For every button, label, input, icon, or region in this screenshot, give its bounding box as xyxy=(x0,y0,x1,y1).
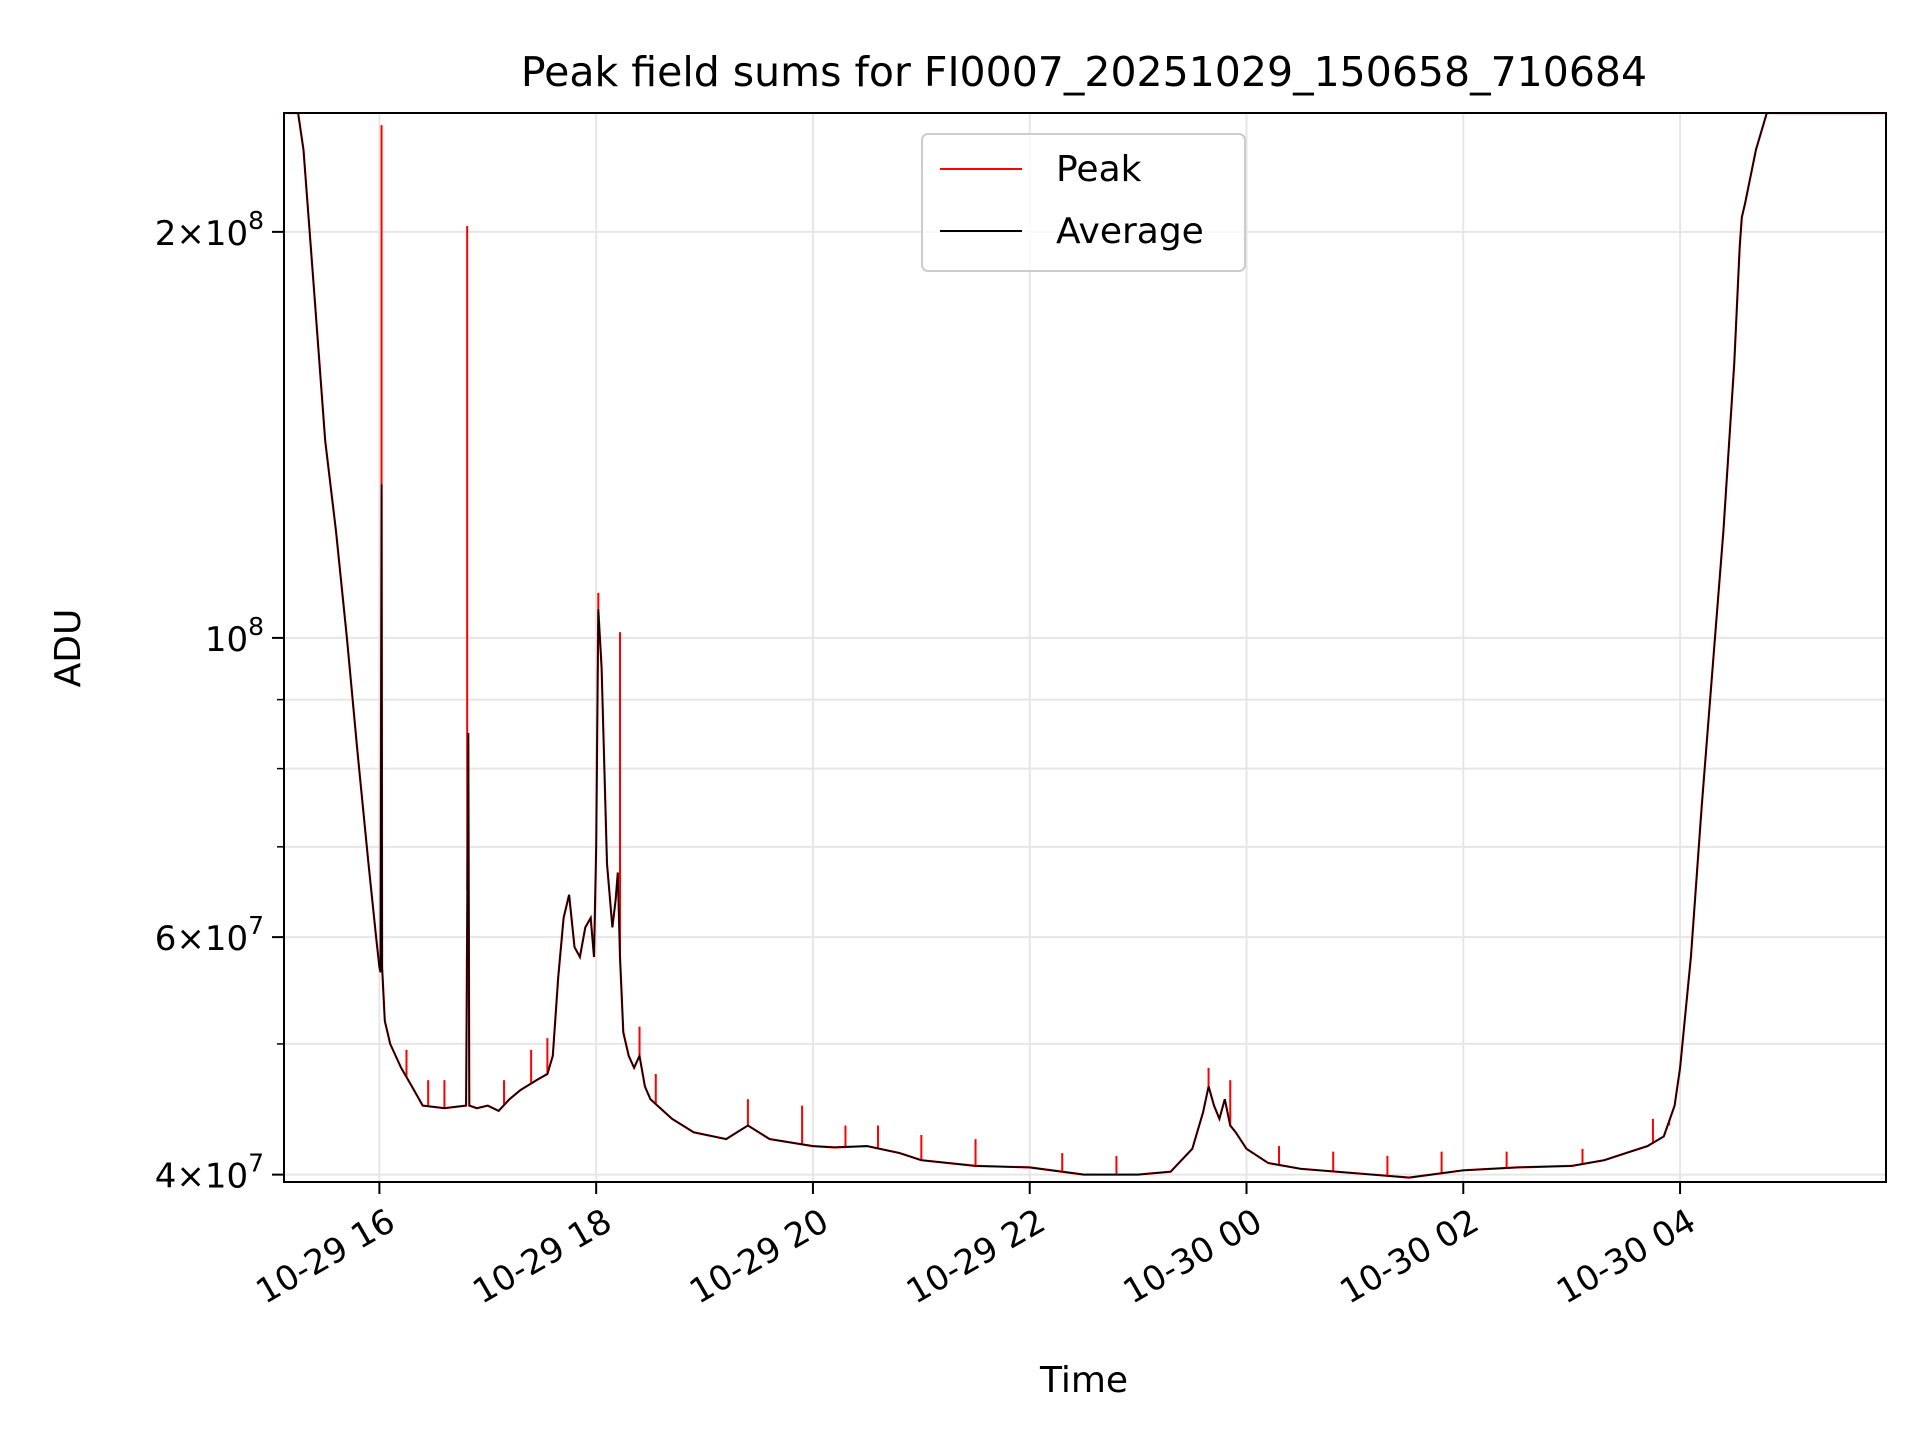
y-axis-ticks: 4×107 6×107 108 2×108 xyxy=(155,206,284,1197)
y-tick-label: 2×108 xyxy=(155,206,264,254)
x-axis-label: Time xyxy=(1039,1360,1128,1401)
chart-title: Peak field sums for FI0007_20251029_1506… xyxy=(521,48,1647,96)
y-tick-label: 4×107 xyxy=(155,1149,264,1197)
series-layer xyxy=(284,113,1886,1179)
plot-frame xyxy=(283,112,1887,1183)
y-tick-label: 6×107 xyxy=(155,911,264,959)
series-average-line xyxy=(284,113,1886,1179)
y-tick-label: 108 xyxy=(205,612,264,660)
legend-label-peak: Peak xyxy=(1056,149,1142,190)
y-axis-label: ADU xyxy=(48,609,89,688)
legend: Peak Average xyxy=(921,133,1246,272)
legend-label-average: Average xyxy=(1056,211,1204,252)
